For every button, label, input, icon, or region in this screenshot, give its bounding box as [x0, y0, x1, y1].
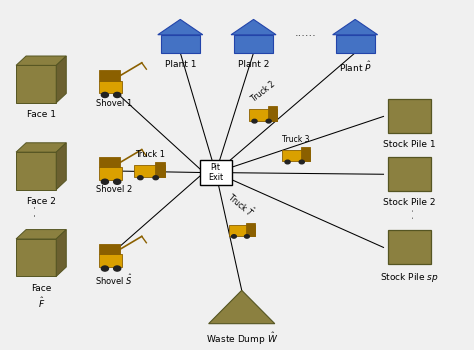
Polygon shape [134, 165, 165, 177]
Polygon shape [16, 65, 56, 103]
Circle shape [101, 92, 109, 98]
Text: Stock Pile $sp$: Stock Pile $sp$ [380, 271, 439, 284]
Circle shape [285, 160, 290, 164]
Text: Plant 2: Plant 2 [238, 60, 269, 69]
Polygon shape [99, 157, 120, 167]
Text: Truck 3: Truck 3 [283, 135, 310, 145]
Circle shape [153, 176, 158, 180]
Text: · · ·: · · · [30, 197, 43, 217]
Text: Truck $\hat{T}$: Truck $\hat{T}$ [225, 189, 258, 220]
Polygon shape [336, 35, 374, 54]
Text: Face 2: Face 2 [27, 197, 55, 206]
Text: Face 1: Face 1 [27, 110, 55, 119]
Text: ......: ...... [295, 28, 317, 38]
Polygon shape [99, 80, 122, 93]
Polygon shape [56, 230, 66, 276]
Polygon shape [249, 109, 277, 120]
Text: Face
$\hat{F}$: Face $\hat{F}$ [31, 284, 51, 310]
Polygon shape [388, 99, 431, 133]
Polygon shape [56, 56, 66, 103]
Text: Plant 1: Plant 1 [164, 60, 196, 69]
Polygon shape [16, 56, 66, 65]
Text: Truck 1: Truck 1 [135, 150, 164, 159]
Polygon shape [99, 254, 122, 267]
Polygon shape [16, 143, 66, 152]
Text: Shovel $\hat{S}$: Shovel $\hat{S}$ [95, 272, 133, 287]
Circle shape [101, 266, 109, 271]
Polygon shape [16, 152, 56, 190]
Polygon shape [200, 160, 232, 185]
Text: Waste Dump $\hat{W}$: Waste Dump $\hat{W}$ [206, 330, 278, 347]
Polygon shape [99, 70, 120, 80]
Text: Plant $\hat{P}$: Plant $\hat{P}$ [339, 60, 372, 74]
Circle shape [299, 160, 304, 164]
Circle shape [137, 176, 143, 180]
Polygon shape [16, 239, 56, 276]
Circle shape [114, 179, 121, 184]
Circle shape [114, 266, 121, 271]
Polygon shape [246, 223, 255, 236]
Polygon shape [234, 35, 273, 54]
Text: Shovel 2: Shovel 2 [96, 186, 132, 194]
Text: Stock Pile 1: Stock Pile 1 [383, 140, 436, 149]
Polygon shape [99, 167, 122, 180]
Polygon shape [388, 230, 431, 265]
Circle shape [114, 92, 121, 98]
Circle shape [101, 179, 109, 184]
Text: · · ·: · · · [409, 201, 419, 219]
Polygon shape [388, 157, 431, 191]
Polygon shape [99, 244, 120, 254]
Polygon shape [301, 147, 310, 161]
Polygon shape [229, 225, 255, 236]
Polygon shape [161, 35, 200, 54]
Polygon shape [158, 19, 203, 35]
Text: Truck 2: Truck 2 [249, 80, 276, 104]
Text: Shovel 1: Shovel 1 [96, 99, 132, 107]
Polygon shape [268, 106, 277, 120]
Circle shape [252, 119, 257, 123]
Polygon shape [209, 290, 275, 324]
Polygon shape [16, 230, 66, 239]
Polygon shape [56, 143, 66, 190]
Circle shape [231, 235, 237, 238]
Polygon shape [282, 150, 310, 161]
Text: Pit
Exit: Pit Exit [208, 163, 223, 182]
Polygon shape [231, 19, 276, 35]
Circle shape [266, 119, 271, 123]
Circle shape [245, 235, 249, 238]
Text: Stock Pile 2: Stock Pile 2 [383, 198, 436, 207]
Polygon shape [333, 19, 378, 35]
Polygon shape [155, 162, 165, 177]
